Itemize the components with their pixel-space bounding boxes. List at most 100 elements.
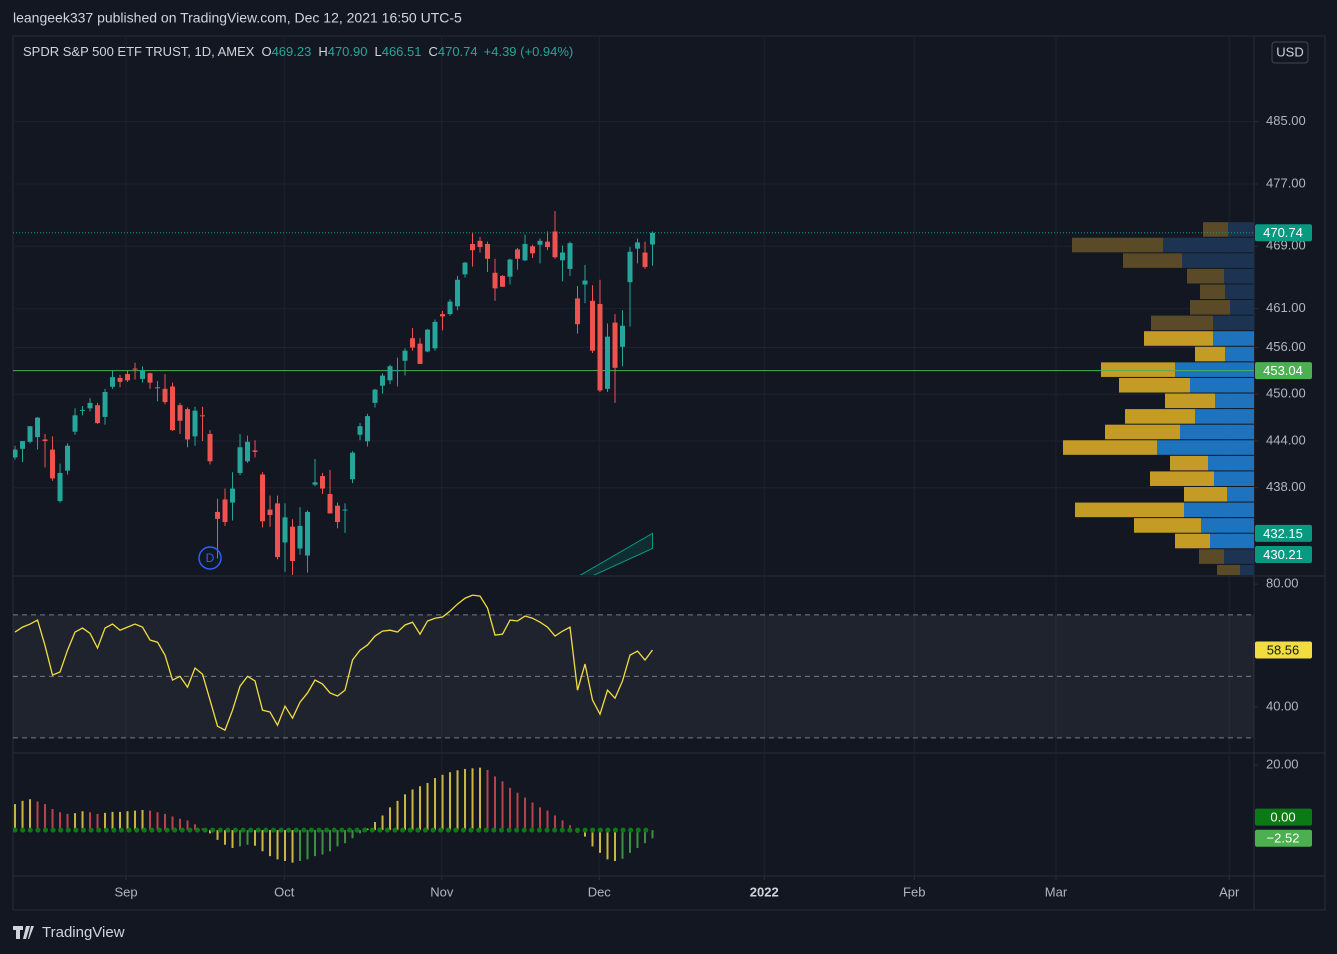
candle-body <box>560 252 566 261</box>
channel-band <box>579 532 654 575</box>
candle-body <box>132 368 138 370</box>
profile-up <box>1213 331 1254 346</box>
candle-body <box>395 370 401 372</box>
candle-body <box>650 232 656 245</box>
symbol: SPDR S&P 500 ETF TRUST, 1D, AMEX <box>23 44 255 59</box>
profile-up <box>1180 424 1254 440</box>
legend-key: H <box>318 44 327 59</box>
x-tick-label: 2022 <box>750 884 779 899</box>
candle-body <box>605 336 611 389</box>
profile-up <box>1227 486 1254 502</box>
published-note: leangeek337 published on TradingView.com… <box>13 10 462 26</box>
candle-body <box>20 441 26 449</box>
profile-down <box>1125 409 1195 424</box>
x-tick-label: Dec <box>588 884 612 899</box>
profile-up <box>1225 346 1254 362</box>
profile-up <box>1210 533 1254 549</box>
legend-value: 470.90 <box>328 44 368 59</box>
candle-body <box>35 417 41 438</box>
profile-up <box>1224 549 1254 564</box>
candle-body <box>245 441 251 462</box>
candle-body <box>327 493 333 514</box>
frame <box>12 35 1326 911</box>
candle-body <box>470 243 476 251</box>
y-tick-label: 80.00 <box>1266 576 1299 591</box>
candle-body <box>380 375 386 386</box>
candle-body <box>222 499 228 523</box>
event-marker <box>198 546 222 570</box>
candle-body <box>365 416 371 442</box>
candle-body <box>125 374 131 381</box>
candle-body <box>492 272 498 289</box>
rsi-last-tag: 58.56 <box>1267 642 1300 657</box>
candle-body <box>372 389 378 403</box>
last-price-tag: 470.74 <box>1263 225 1303 240</box>
candle-body <box>110 377 116 387</box>
y-tick-label: 450.00 <box>1266 386 1306 401</box>
y-tick-label: 438.00 <box>1266 479 1306 494</box>
x-tick-label: Apr <box>1219 884 1240 899</box>
candle-body <box>485 243 491 259</box>
candle-body <box>290 526 296 561</box>
profile-down <box>1217 564 1240 575</box>
candle-body <box>155 387 161 389</box>
candle-body <box>117 377 123 382</box>
rsi-last-tag-bg <box>1255 641 1312 659</box>
candle-body <box>237 447 243 473</box>
candle-body <box>477 240 483 248</box>
candle-body <box>320 476 326 489</box>
change: +4.39 (+0.94%) <box>484 44 574 59</box>
candle-body <box>582 280 588 285</box>
profile-up <box>1163 237 1254 253</box>
candle-body <box>552 231 558 258</box>
candle-body <box>335 505 341 523</box>
profile-up <box>1213 315 1254 331</box>
candle-body <box>42 439 48 442</box>
profile-down <box>1123 253 1182 268</box>
candle-body <box>612 322 618 368</box>
candle-body <box>410 338 416 348</box>
candle-body <box>627 251 633 283</box>
candle-body <box>282 517 288 543</box>
profile-down <box>1203 222 1228 237</box>
candle-body <box>87 402 93 409</box>
candle-body <box>537 240 543 245</box>
candle-body <box>80 409 86 411</box>
momentum-last-tag: −2.52 <box>1267 831 1300 846</box>
candle-body <box>455 279 461 307</box>
profile-down <box>1101 362 1175 377</box>
candle-body <box>342 509 348 511</box>
candle-body <box>440 314 446 317</box>
currency-box <box>1271 41 1309 64</box>
profile-up <box>1201 518 1254 533</box>
candle-body <box>462 262 468 275</box>
candle-body <box>297 525 303 549</box>
profile-up <box>1215 393 1254 409</box>
legend-key: O <box>261 44 271 59</box>
profile-down <box>1151 315 1213 331</box>
candle-body <box>312 482 318 485</box>
candle-body <box>305 511 311 556</box>
channel-upper-tag-bg <box>1255 524 1312 542</box>
profile-down <box>1150 471 1214 486</box>
candle-body <box>417 343 423 364</box>
profile-down <box>1119 377 1190 393</box>
hline-tag-bg <box>1255 362 1312 380</box>
candle-body <box>545 241 551 248</box>
candle-body <box>252 450 258 452</box>
profile-up <box>1175 362 1254 377</box>
candle-body <box>13 449 18 458</box>
candle-body <box>350 452 356 480</box>
candle-body <box>500 275 506 287</box>
y-tick-label: 485.00 <box>1266 113 1306 128</box>
profile-up <box>1214 471 1254 486</box>
band-fill <box>13 614 1254 738</box>
currency: USD <box>1276 44 1303 59</box>
y-tick-label: 456.00 <box>1266 339 1306 354</box>
profile-up <box>1184 502 1254 518</box>
hline-tag: 453.04 <box>1263 363 1303 378</box>
profile-down <box>1184 486 1227 502</box>
candle-body <box>567 243 573 269</box>
pane: D <box>13 36 1254 575</box>
